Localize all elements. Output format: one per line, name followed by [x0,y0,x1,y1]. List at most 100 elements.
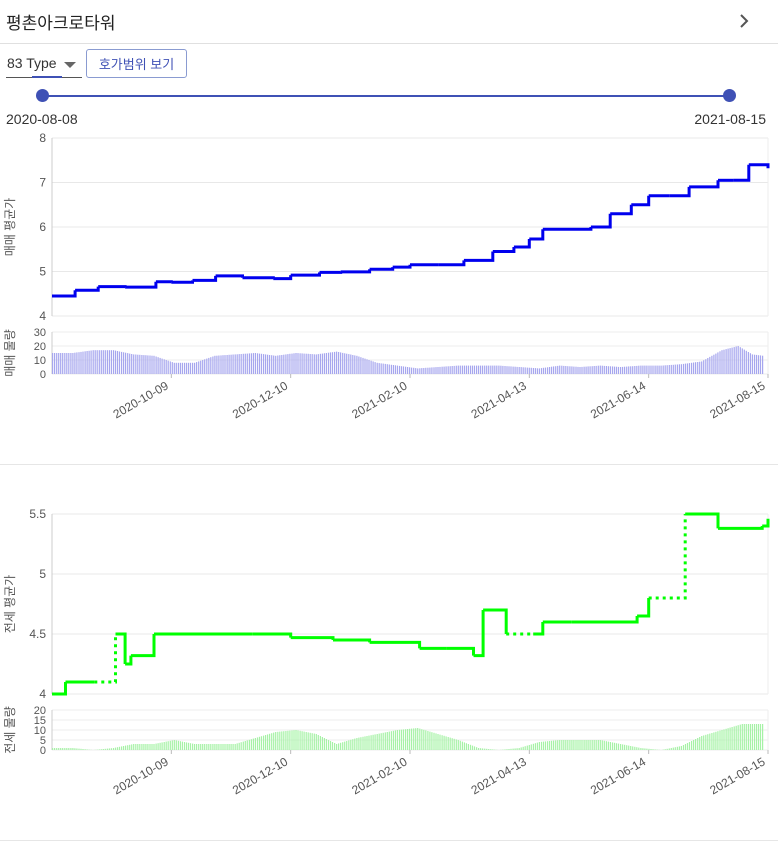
rent-volume-chart-bar [110,748,112,750]
sale-volume-chart-bar [717,352,719,374]
sale-volume-chart-bar [565,366,567,374]
rent-volume-chart-bar [380,733,382,750]
rent-volume-chart-bar [729,727,731,750]
rent-volume-chart-bar [713,732,715,750]
rent-volume-chart-bar [157,743,159,750]
rent-volume-chart-bar [194,744,196,750]
section-divider [0,464,778,465]
rent-volume-chart-bar [644,748,646,750]
rent-price-chart-series-segment [533,622,545,636]
sale-volume-chart-bar [656,365,658,374]
rent-volume-chart-bar [405,729,407,750]
type-select[interactable]: 83 Type [6,52,82,78]
sale-volume-chart-bar [366,359,368,374]
rent-volume-chart-bar [471,745,474,750]
sale-price-chart-series-segment [513,239,531,249]
rent-volume-chart-bar [386,732,388,750]
sale-volume-chart-bar [609,366,611,374]
sale-volume-chart-bar [585,366,587,374]
sale-volume-chart-bar [129,353,131,374]
rent-volume-chart-bar [682,745,685,750]
sale-volume-chart-ylabel: 매매 물량 [3,329,17,377]
rent-price-chart-ytick-label: 4.5 [29,627,46,641]
rent-volume-chart-bar [177,740,179,750]
rent-volume-chart-bar [70,748,72,750]
rent-volume-chart-bar [733,726,735,750]
sale-volume-chart-bar [506,366,508,374]
sale-volume-chart-bar [250,353,252,374]
sale-volume-chart-bar [360,357,362,374]
rent-volume-chart-xtick-label: 2020-12-10 [230,754,290,797]
sale-volume-chart-bar [110,350,112,374]
sale-volume-chart-bar [455,365,457,374]
price-range-button[interactable]: 호가범위 보기 [86,49,187,78]
sale-volume-chart-bar [591,366,593,374]
sale-volume-chart-bar [323,353,325,374]
sale-volume-chart-bar [593,366,595,374]
rent-volume-chart-bar [622,744,624,750]
sale-volume-chart-bar [390,364,392,374]
rent-volume-chart-bar [486,748,488,750]
date-range-start-thumb[interactable] [36,89,49,102]
rent-volume-chart-bar [727,728,729,750]
rent-volume-chart-bar [68,748,70,750]
sale-volume-chart-bar [492,365,494,374]
rent-volume-chart-bar [583,740,585,750]
rent-volume-chart-bar [346,741,348,750]
sale-volume-chart-bar [116,351,119,374]
rent-volume-chart-bar [455,739,457,750]
rent-volume-chart-bar [204,744,206,750]
sale-volume-chart-bar [327,352,330,374]
rent-volume-chart-bar [289,730,291,750]
rent-price-chart-series-segment [252,632,293,638]
rent-volume-chart-bar [701,736,703,750]
sale-volume-chart-bar [307,353,309,374]
rent-volume-chart-bar [348,740,350,750]
date-range-slider-track[interactable] [42,95,730,97]
sale-volume-chart-bar [340,352,342,374]
sale-volume-chart-bar [256,353,259,374]
rent-volume-chart-bar [384,732,386,750]
sale-volume-chart-bar [161,358,163,374]
rent-volume-chart-bar [155,743,157,750]
rent-volume-chart-bar [169,740,171,750]
sale-price-chart-ylabel: 매매 평균가 [3,198,17,257]
rent-volume-chart-bar [382,732,384,750]
rent-volume-chart-bar [753,724,756,750]
sale-volume-chart-bar [334,351,336,374]
rent-volume-chart-bar [250,739,252,750]
rent-volume-chart-ytick-label: 20 [34,705,46,717]
sale-price-chart-series-segment [529,229,545,241]
rent-volume-chart-bar [646,748,648,750]
sale-volume-chart-bar [244,353,246,374]
rent-volume-chart-bar [445,736,447,750]
sale-volume-chart-bar [605,366,607,374]
rent-volume-chart-bar [680,746,682,750]
rent-volume-chart-bar [465,743,467,750]
rent-volume-chart-bar [388,731,390,750]
rent-volume-chart-bar [575,740,577,750]
sale-volume-chart-bar [695,362,697,374]
sale-price-chart-series-segment [171,280,194,284]
sale-volume-chart-bar [139,354,141,374]
sale-volume-chart-bar [133,354,135,374]
sale-volume-chart-bar [577,366,579,374]
sale-volume-chart-bar [727,348,729,374]
sale-price-chart-series-segment [492,247,516,253]
rent-volume-chart-bar [508,749,510,750]
sale-volume-chart-bar [640,365,642,374]
chevron-right-icon[interactable] [734,11,754,31]
sale-volume-chart-bar [394,365,396,374]
sale-volume-chart-bar [68,353,70,374]
rent-volume-chart-bar [297,730,299,750]
rent-volume-chart-bar [638,747,640,750]
rent-price-chart-series-segment [369,640,422,649]
rent-volume-chart-bar [666,748,668,750]
sale-volume-chart-bar [230,354,232,374]
date-range-end-thumb[interactable] [723,89,736,102]
sale-volume-chart-bar [484,365,486,374]
sale-volume-chart-bar [569,366,571,374]
rent-volume-chart-bar [461,741,463,750]
sale-volume-chart-bar [198,361,200,374]
rent-volume-chart-bar [599,740,601,750]
